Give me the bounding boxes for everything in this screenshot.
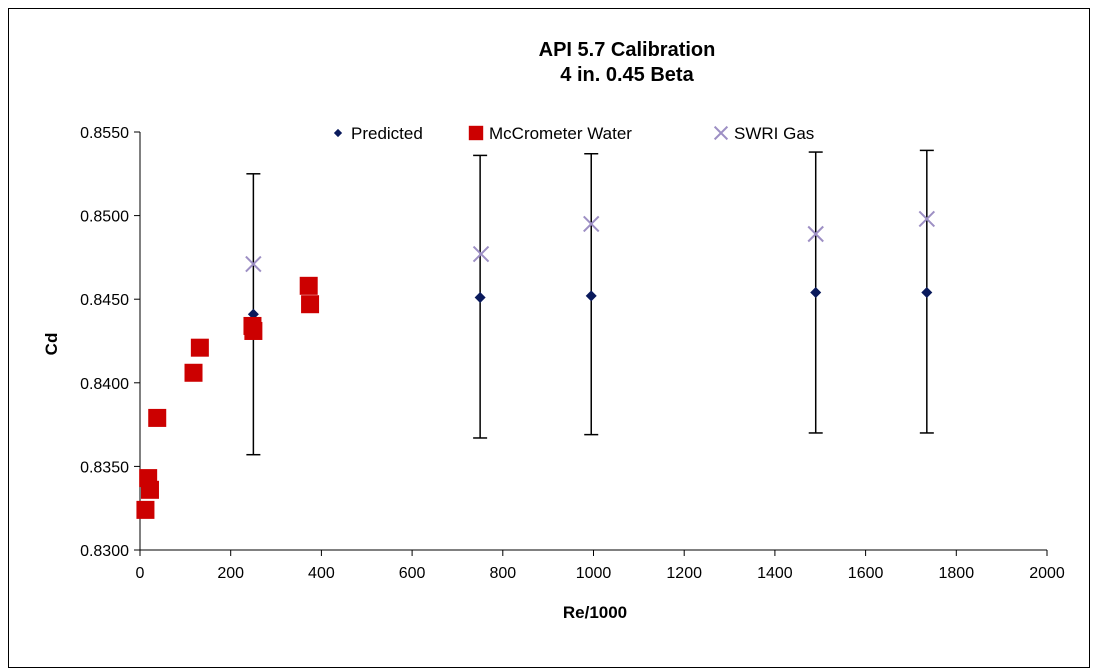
x-tick-label: 1400 [757, 565, 793, 582]
mccrometer-water-point [300, 277, 318, 295]
x-tick-label: 1600 [848, 565, 884, 582]
legend-predicted-marker [334, 129, 342, 137]
x-tick-label: 0 [136, 565, 145, 582]
x-tick-label: 1200 [666, 565, 702, 582]
y-tick-label: 0.8450 [80, 292, 129, 309]
x-tick-label: 400 [308, 565, 335, 582]
data-marks [136, 211, 934, 518]
x-tick-label: 800 [489, 565, 516, 582]
swri-gas-point [474, 247, 489, 262]
mccrometer-water-point [136, 501, 154, 519]
x-tick-label: 1000 [576, 565, 612, 582]
legend: Predicted McCrometer Water SWRI Gas [334, 124, 814, 143]
y-tick-label: 0.8300 [80, 543, 129, 560]
x-tick-label: 600 [399, 565, 426, 582]
axes: 0 200 400 600 800 1000 1200 1400 1600 1800 2000 0.8… [80, 125, 1065, 582]
chart-svg: API 5.7 Calibration 4 in. 0.45 Beta Pred… [9, 9, 1101, 656]
predicted-point [921, 287, 932, 298]
y-axis-title: Cd [42, 333, 61, 356]
predicted-point [810, 287, 821, 298]
x-tick-label: 2000 [1029, 565, 1065, 582]
chart-title: API 5.7 Calibration [539, 39, 716, 61]
y-tick-label: 0.8500 [80, 209, 129, 226]
legend-predicted-label: Predicted [351, 124, 423, 143]
y-tick-label: 0.8400 [80, 376, 129, 393]
legend-swri-gas-label: SWRI Gas [734, 124, 814, 143]
mccrometer-water-point [148, 409, 166, 427]
x-axis-title: Re/1000 [563, 603, 627, 622]
chart-subtitle: 4 in. 0.45 Beta [560, 64, 694, 86]
predicted-point [475, 292, 486, 303]
legend-mccrometer-water-label: McCrometer Water [489, 124, 632, 143]
predicted-point [586, 290, 597, 301]
y-tick-label: 0.8550 [80, 125, 129, 142]
mccrometer-water-point [244, 322, 262, 340]
error-bars [246, 150, 933, 454]
legend-mccrometer-water-marker [469, 126, 483, 140]
y-tick-label: 0.8350 [80, 459, 129, 476]
x-tick-label: 1800 [939, 565, 975, 582]
legend-swri-gas-marker [715, 127, 728, 140]
mccrometer-water-point [185, 364, 203, 382]
chart-frame: API 5.7 Calibration 4 in. 0.45 Beta Pred… [8, 8, 1090, 668]
mccrometer-water-point [141, 481, 159, 499]
x-tick-label: 200 [217, 565, 244, 582]
mccrometer-water-point [191, 339, 209, 357]
mccrometer-water-point [301, 295, 319, 313]
